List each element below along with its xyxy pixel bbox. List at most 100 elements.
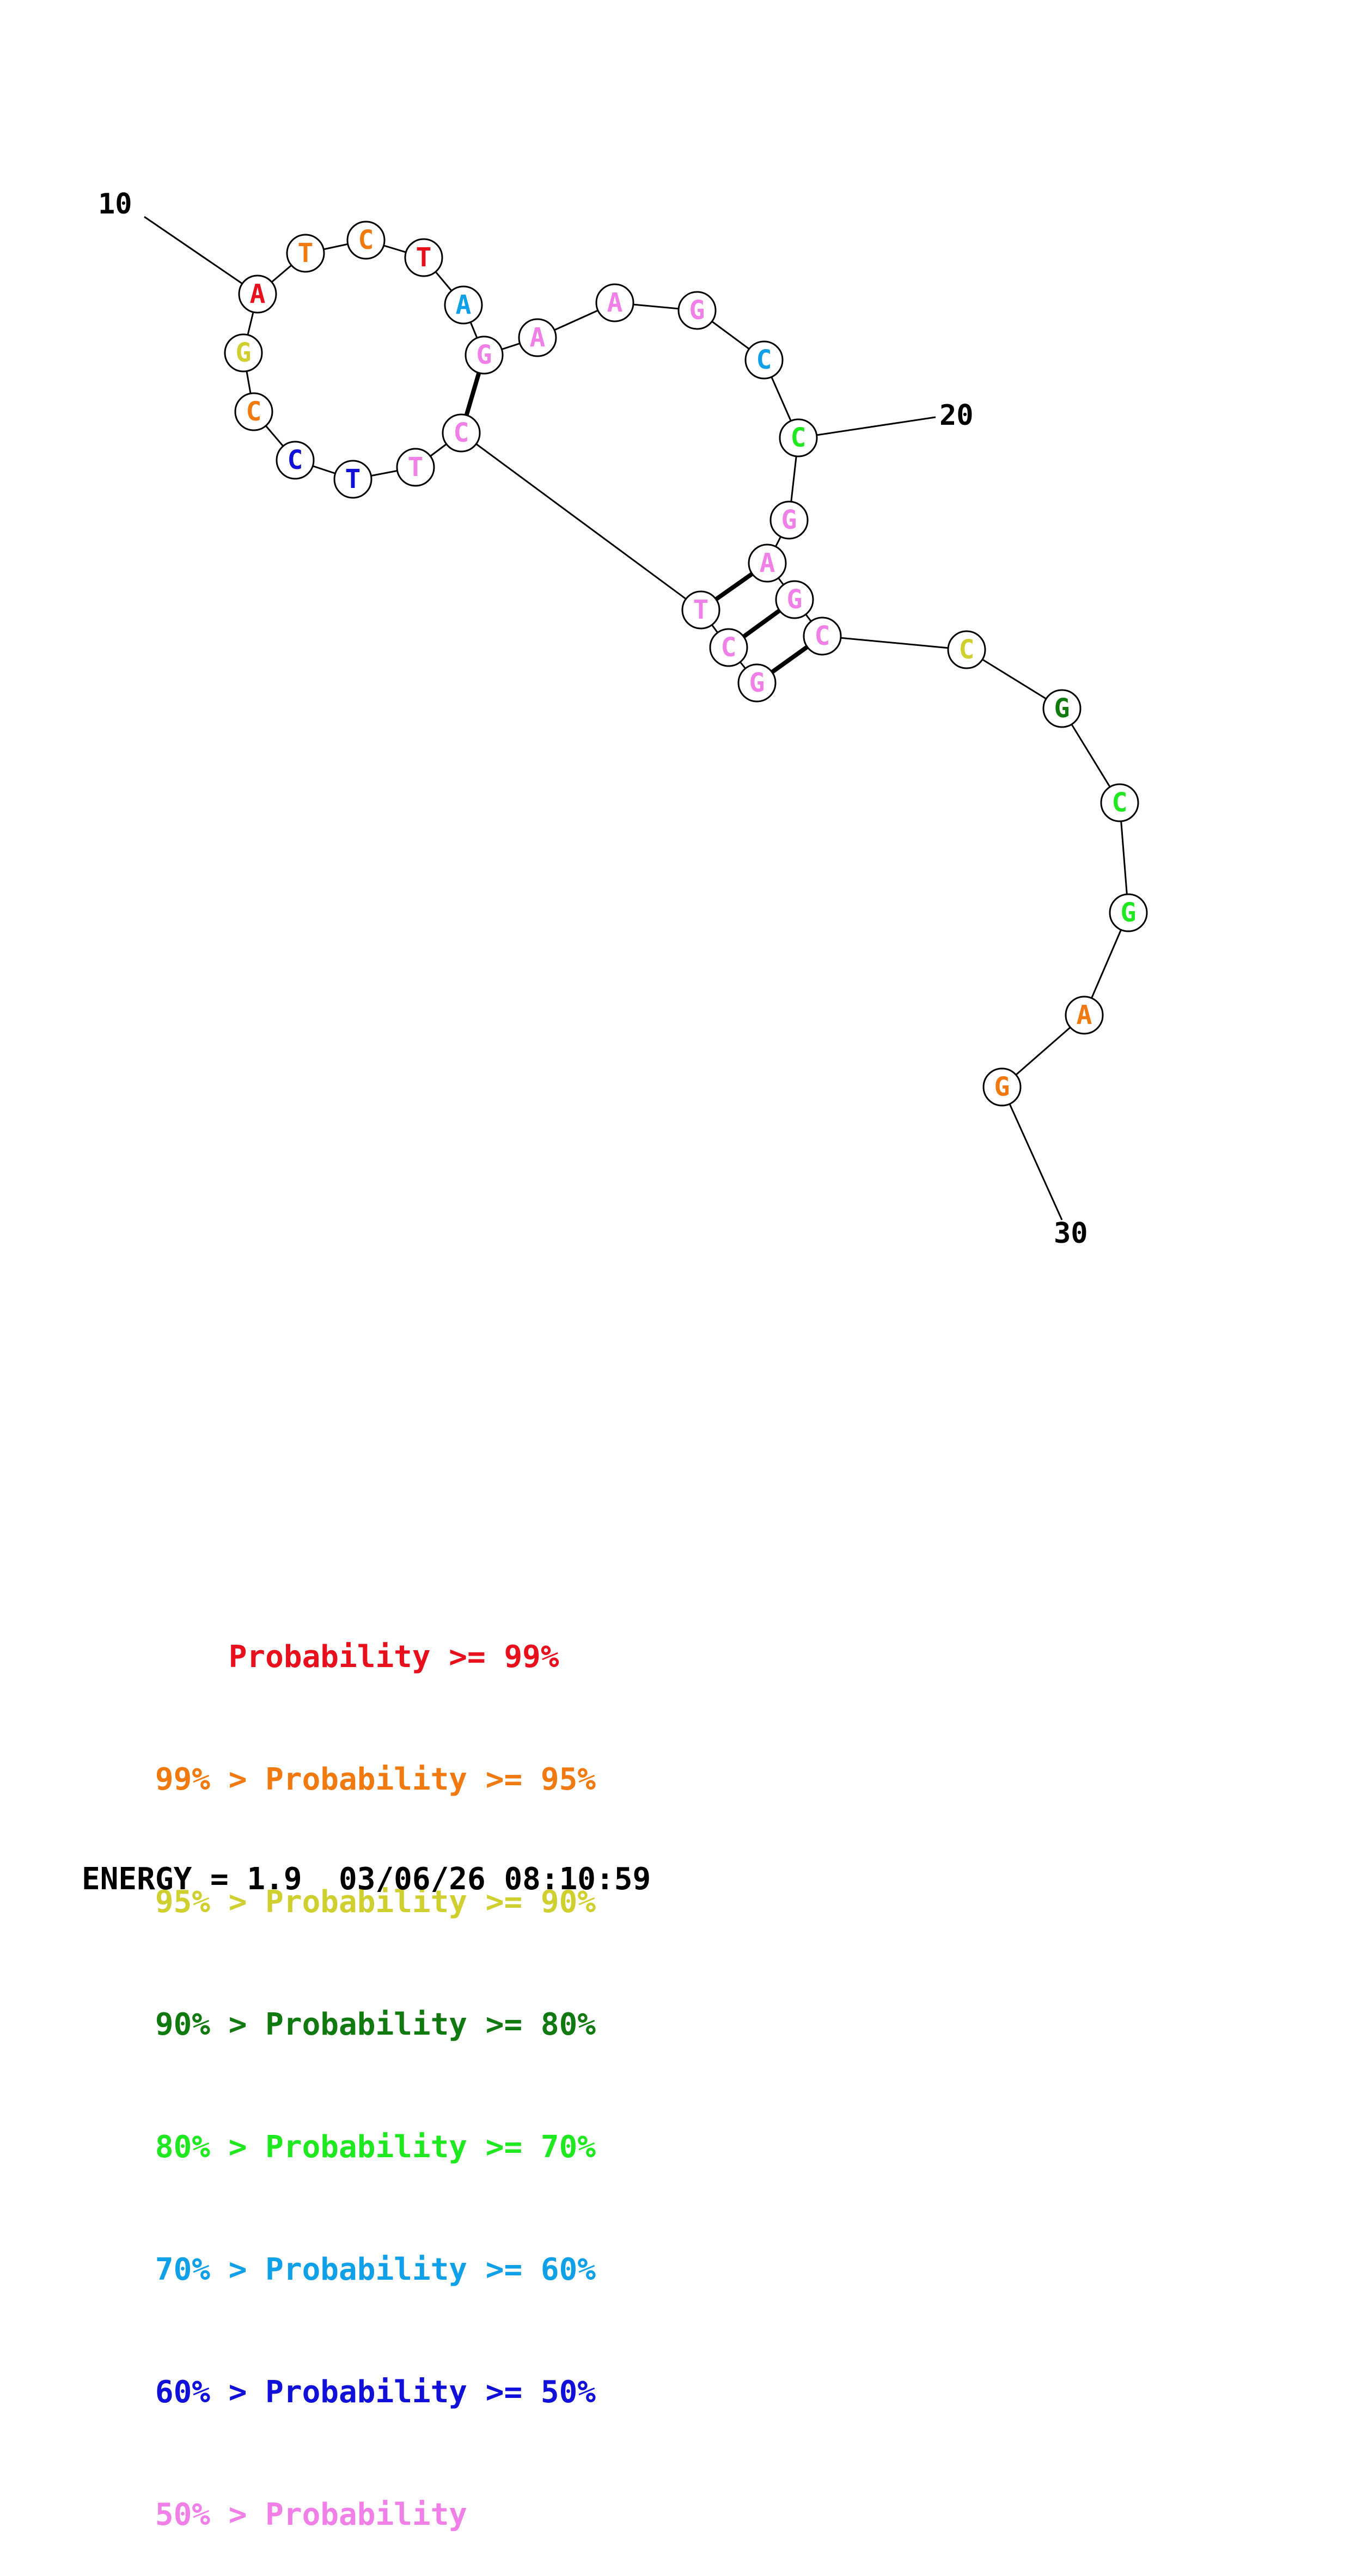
nucleotide-letter: T bbox=[298, 238, 314, 268]
nucleotide-circle bbox=[346, 221, 386, 260]
nucleotide-c: C bbox=[709, 628, 748, 667]
nucleotide-letter: T bbox=[416, 242, 432, 273]
nucleotide-letter: A bbox=[250, 279, 266, 309]
nucleotide-circle bbox=[238, 274, 277, 314]
nucleotide-t: T bbox=[681, 590, 720, 630]
nucleotide-circle bbox=[982, 1067, 1022, 1107]
nucleotide-c: C bbox=[234, 392, 273, 431]
nucleotide-g: G bbox=[775, 580, 814, 619]
nucleotide-circle bbox=[737, 663, 777, 703]
nucleotide-circle bbox=[595, 283, 634, 322]
backbone-segment bbox=[144, 216, 258, 295]
backbone-segment bbox=[822, 635, 967, 651]
nucleotide-t: T bbox=[333, 460, 372, 499]
nucleotide-letter: C bbox=[288, 445, 303, 475]
position-label-10: 10 bbox=[98, 188, 132, 221]
nucleotide-circle bbox=[518, 318, 557, 357]
nucleotide-g: G bbox=[224, 333, 263, 373]
nucleotide-a: A bbox=[595, 283, 634, 322]
position-label-30: 30 bbox=[1054, 1217, 1088, 1250]
nucleotide-letter: G bbox=[781, 505, 797, 535]
nucleotide-circle bbox=[681, 590, 720, 630]
nucleotide-circle bbox=[769, 500, 809, 540]
legend-row-80: 90% > Probability >= 80% bbox=[82, 1963, 596, 2042]
legend-text: 80% > Probability >= 70% bbox=[155, 2129, 596, 2165]
nucleotide-circle bbox=[779, 418, 818, 457]
nucleotide-circle bbox=[442, 413, 481, 453]
legend-row-99: Probability >= 99% bbox=[82, 1596, 596, 1675]
nucleotide-letter: G bbox=[1054, 693, 1070, 724]
nucleotide-g: G bbox=[1109, 893, 1148, 932]
nucleotide-letter: T bbox=[408, 452, 424, 483]
nucleotide-a: A bbox=[748, 544, 787, 583]
nucleotide-t: T bbox=[286, 234, 325, 273]
backbone-lines bbox=[144, 216, 1129, 1220]
nucleotide-circle bbox=[677, 291, 717, 330]
backbone-segment bbox=[1001, 1086, 1063, 1220]
legend-row-50: 60% > Probability >= 50% bbox=[82, 2331, 596, 2410]
nucleotide-circle bbox=[803, 616, 842, 656]
nucleotide-c: C bbox=[803, 616, 842, 656]
nucleotide-letter: A bbox=[456, 290, 472, 320]
nucleotide-letter: G bbox=[236, 338, 252, 368]
nucleotide-letter: T bbox=[693, 595, 709, 625]
nucleotide-letter: A bbox=[607, 288, 623, 318]
nucleotide-letter: C bbox=[791, 423, 807, 453]
nucleotide-a: A bbox=[1065, 996, 1104, 1035]
nucleotide-letter: A bbox=[530, 322, 546, 353]
nucleotide-letter: A bbox=[1077, 1000, 1092, 1030]
nucleotide-c: C bbox=[442, 413, 481, 453]
nucleotide-circle bbox=[404, 238, 443, 277]
nucleotide-letter: C bbox=[815, 621, 830, 651]
nucleotide-letter: C bbox=[721, 632, 737, 663]
position-label-20: 20 bbox=[939, 399, 974, 432]
nucleotide-letter: C bbox=[246, 396, 262, 427]
nucleotide-letter: A bbox=[760, 548, 775, 578]
nucleotide-letter: G bbox=[749, 668, 765, 698]
legend-text: 90% > Probability >= 80% bbox=[155, 2007, 596, 2042]
nucleotide-circle bbox=[744, 340, 784, 380]
nucleotide-g: G bbox=[677, 291, 717, 330]
nucleotide-circle bbox=[396, 448, 435, 487]
nucleotide-t: T bbox=[404, 238, 443, 277]
nucleotide-g: G bbox=[737, 663, 777, 703]
legend-row-70: 80% > Probability >= 70% bbox=[82, 2086, 596, 2165]
nucleotide-circle bbox=[465, 335, 504, 375]
nucleotide-letter: G bbox=[787, 584, 803, 615]
nucleotide-c: C bbox=[947, 630, 986, 669]
nucleotide-g: G bbox=[1042, 689, 1082, 728]
nucleotide-letter: G bbox=[1121, 898, 1137, 928]
nucleotide-a: A bbox=[238, 274, 277, 314]
probability-legend: Probability >= 99% 99% > Probability >= … bbox=[82, 1514, 596, 2535]
nucleotide-circle bbox=[224, 333, 263, 373]
nucleotide-circle bbox=[1065, 996, 1104, 1035]
nucleotide-circle bbox=[947, 630, 986, 669]
nucleotide-c: C bbox=[744, 340, 784, 380]
nucleotide-circle bbox=[748, 544, 787, 583]
position-labels: 10 20 30 bbox=[98, 188, 1088, 1250]
legend-row-low: 50% > Probability bbox=[82, 2453, 596, 2532]
nucleotide-a: A bbox=[444, 285, 483, 325]
backbone-segment bbox=[798, 416, 936, 439]
nucleotide-circle bbox=[444, 285, 483, 325]
legend-text: 50% > Probability bbox=[155, 2497, 468, 2532]
legend-text: 70% > Probability >= 60% bbox=[155, 2252, 596, 2287]
base-pair-bonds bbox=[459, 354, 824, 685]
nucleotide-circle bbox=[333, 460, 372, 499]
legend-text: 60% > Probability >= 50% bbox=[155, 2374, 596, 2410]
nucleotide-circle bbox=[286, 234, 325, 273]
legend-row-95: 99% > Probability >= 95% bbox=[82, 1718, 596, 1797]
nucleotide-circle bbox=[775, 580, 814, 619]
nucleotide-letter: G bbox=[689, 295, 705, 326]
legend-text: 99% > Probability >= 95% bbox=[155, 1762, 596, 1797]
nucleotide-circle bbox=[1100, 783, 1139, 822]
nucleotide-c: C bbox=[346, 221, 386, 260]
nucleotide-t: T bbox=[396, 448, 435, 487]
nucleotide-letter: C bbox=[454, 418, 469, 448]
backbone-segment bbox=[461, 432, 701, 611]
nucleotide-letter: C bbox=[756, 345, 772, 375]
nucleotide-c: C bbox=[1100, 783, 1139, 822]
nucleotide-circle bbox=[276, 441, 315, 480]
